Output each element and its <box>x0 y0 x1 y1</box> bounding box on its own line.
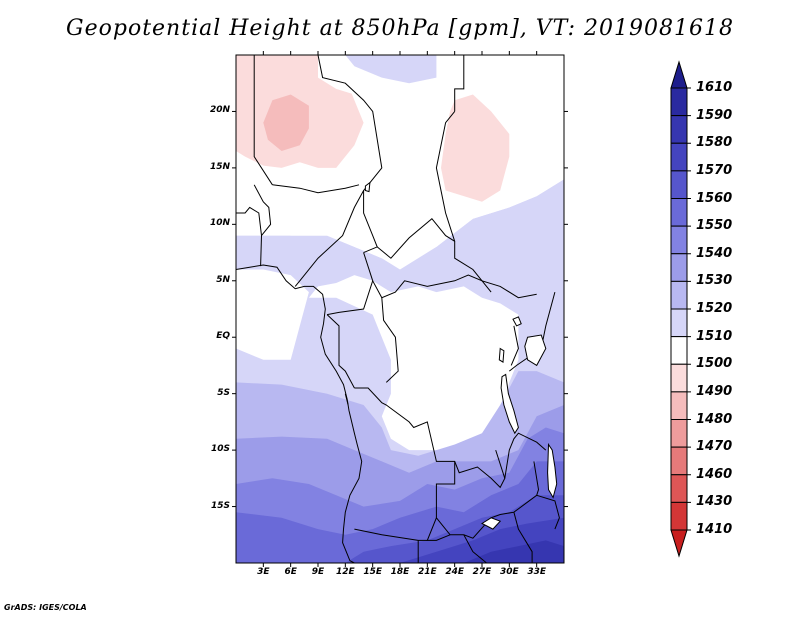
country-border <box>463 534 487 564</box>
colorbar-segment <box>670 280 688 310</box>
country-border <box>536 494 560 530</box>
field-band-1520-top <box>345 55 437 84</box>
colorbar-label: 1540 <box>696 245 733 261</box>
country-border <box>372 274 492 299</box>
colorbar-segment <box>670 87 688 117</box>
colorbar-label: 1430 <box>696 494 733 510</box>
field-band-1510-congo <box>308 275 519 451</box>
lake-outline <box>480 517 502 530</box>
colorbar-segment <box>670 225 688 255</box>
country-border <box>381 297 399 383</box>
country-border <box>294 190 365 287</box>
field-band-1500-east <box>441 94 510 202</box>
lat-tick-label: 15N <box>209 161 230 172</box>
lon-tick-label: 21E <box>417 567 437 577</box>
colorbar-label: 1560 <box>696 190 733 206</box>
coastline <box>235 264 363 564</box>
country-border <box>504 432 547 479</box>
colorbar-segment <box>670 308 688 338</box>
colorbar-segment <box>670 391 688 420</box>
colorbar-segment <box>670 446 688 476</box>
colorbar-top-arrow <box>670 60 688 89</box>
lat-tick-label: 15S <box>210 500 230 511</box>
lake-outline <box>364 181 371 193</box>
colorbar-label: 1580 <box>696 135 733 151</box>
lat-tick-label: EQ <box>216 331 230 342</box>
lon-tick-label: 33E <box>527 567 546 577</box>
map-title: Geopotential Height at 850hPa [gpm], VT:… <box>66 16 734 41</box>
field-band-1490 <box>263 94 309 151</box>
colorbar-label: 1470 <box>696 439 733 455</box>
colorbar-segment <box>670 501 688 531</box>
colorbar-segment <box>670 474 688 503</box>
colorbar-label: 1610 <box>696 80 733 95</box>
lon-tick-label: 9E <box>311 567 325 577</box>
country-border <box>454 55 465 112</box>
lon-tick-label: 15E <box>363 567 382 577</box>
colorbar-label: 1510 <box>696 328 733 344</box>
shaded-field <box>236 55 564 563</box>
country-border <box>327 252 374 316</box>
country-border <box>354 528 428 541</box>
colorbar-segment <box>670 142 688 172</box>
lake-outline <box>498 347 505 363</box>
lake-outline <box>547 442 558 499</box>
colorbar-label: 1520 <box>696 301 733 316</box>
colorbar-label: 1500 <box>696 356 733 372</box>
colorbar-bottom-arrow <box>670 529 688 558</box>
colorbar-label: 1480 <box>696 411 733 427</box>
colorbar-label: 1550 <box>696 218 733 234</box>
colorbar-label: 1590 <box>696 107 733 123</box>
country-border <box>376 217 537 299</box>
lon-tick-label: 6E <box>284 567 297 577</box>
country-border <box>513 512 533 563</box>
country-border <box>253 184 272 267</box>
lon-tick-label: 3E <box>257 567 270 577</box>
colorbar-segment <box>670 336 688 365</box>
colorbar-label: 1530 <box>696 273 733 289</box>
lat-tick-label: 10S <box>210 444 230 455</box>
country-border <box>426 517 451 541</box>
colorbar-label: 1490 <box>696 383 733 399</box>
colorbar-segment <box>670 115 688 144</box>
lon-tick-label: 18E <box>390 567 410 577</box>
colorbar-segment <box>670 170 688 199</box>
colorbar-segment <box>670 363 688 393</box>
lake-outline <box>512 316 522 327</box>
country-border <box>317 54 383 254</box>
lon-tick-label: 27E <box>472 567 492 577</box>
colorbar-segment <box>670 198 688 227</box>
colorbar-label: 1410 <box>696 522 733 537</box>
country-border <box>253 55 273 186</box>
lat-tick-label: 5S <box>217 387 230 398</box>
lake-outline <box>500 373 519 435</box>
country-border <box>326 314 355 389</box>
lon-tick-label: 24E <box>445 567 464 577</box>
colorbar-segment <box>670 419 688 448</box>
country-border <box>435 111 456 242</box>
software-credit: GrADS: IGES/COLA <box>4 603 87 612</box>
colorbar-label: 1460 <box>696 466 733 482</box>
lat-tick-label: 5N <box>216 274 230 285</box>
colorbar-segment <box>670 253 688 282</box>
country-border <box>236 206 262 236</box>
country-border <box>354 387 506 489</box>
lat-tick-label: 20N <box>209 105 230 116</box>
lat-tick-label: 10N <box>209 218 230 229</box>
field-band-1510-west <box>236 269 309 360</box>
lon-tick-label: 30E <box>499 567 519 577</box>
colorbar-label: 1570 <box>696 162 733 178</box>
country-border <box>510 325 519 366</box>
country-border <box>272 184 360 194</box>
field-band-1590 <box>463 540 564 563</box>
lon-tick-label: 12E <box>335 567 355 577</box>
lake-outline <box>524 334 547 367</box>
